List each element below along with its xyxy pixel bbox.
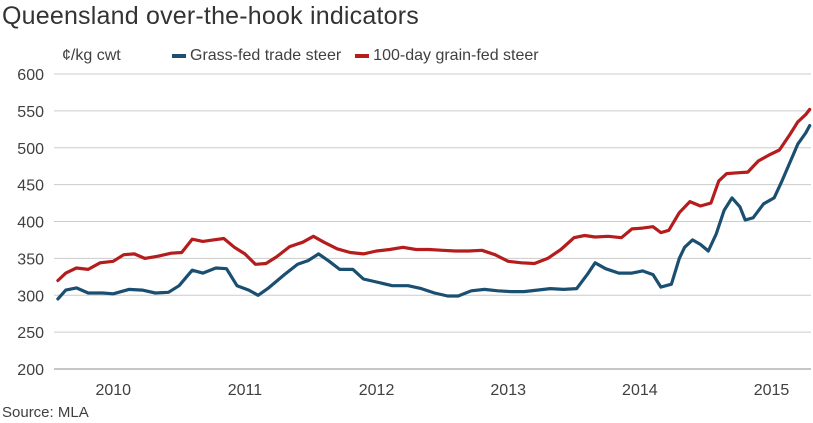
x-tick-label-2011: 2011	[228, 382, 263, 399]
legend-label-grain-fed: 100-day grain-fed steer	[373, 47, 539, 64]
y-tick-label-350: 350	[17, 251, 44, 268]
series-line-grain-fed	[56, 107, 812, 283]
legend-swatch-grain-fed	[355, 54, 370, 58]
y-axis: 200 250 300 350 400 450 500 550 600	[17, 67, 44, 379]
y-tick-label-450: 450	[17, 178, 44, 195]
y-tick-label-400: 400	[17, 215, 44, 232]
y-tick-label-550: 550	[17, 104, 44, 121]
legend-item-grass-fed: Grass-fed trade steer	[172, 47, 341, 65]
x-tick-label-2010: 2010	[95, 382, 131, 399]
source-note: Source: MLA	[2, 404, 89, 421]
x-axis: 2010 2011 2012 2013 2014 2015	[95, 382, 789, 399]
x-tick-label-2015: 2015	[754, 382, 790, 399]
legend-swatch-grass-fed	[172, 54, 186, 58]
y-tick-label-500: 500	[17, 141, 44, 158]
y-axis-unit-label: ¢/kg cwt	[62, 47, 121, 64]
chart-legend: Grass-fed trade steer 100-day grain-fed …	[172, 47, 539, 65]
y-tick-label-300: 300	[17, 288, 44, 305]
series-line-grass-fed	[56, 124, 812, 301]
x-tick-label-2012: 2012	[359, 382, 395, 399]
legend-item-grain-fed: 100-day grain-fed steer	[355, 47, 539, 65]
y-tick-label-200: 200	[17, 362, 44, 379]
legend-label-grass-fed: Grass-fed trade steer	[190, 47, 342, 64]
y-tick-label-250: 250	[17, 325, 44, 342]
y-tick-label-600: 600	[17, 67, 44, 84]
chart-series	[56, 107, 812, 301]
x-tick-label-2014: 2014	[622, 382, 658, 399]
x-tick-label-2013: 2013	[490, 382, 526, 399]
chart-grid	[54, 73, 811, 370]
chart-title: Queensland over-the-hook indicators	[2, 2, 419, 30]
